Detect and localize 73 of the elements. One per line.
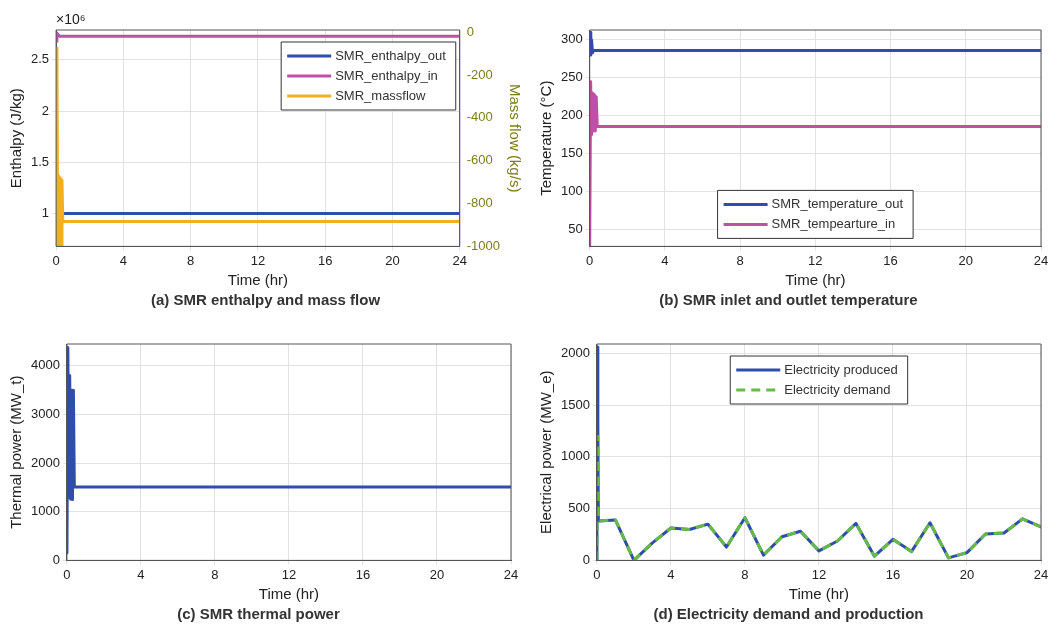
y-tick-label: 1000	[31, 503, 60, 519]
y-tick-label: 4000	[31, 357, 60, 373]
x-tick-label: 16	[883, 252, 898, 268]
y-tick-label: 2000	[31, 454, 60, 470]
y2-tick-label: -800	[466, 195, 493, 211]
y-tick-label: 50	[568, 221, 583, 237]
y-axis-title: Electrical power (MW_e)	[537, 370, 555, 534]
y-tick-label: 300	[560, 31, 583, 47]
x-tick-label: 8	[736, 252, 744, 268]
y-tick-label: 3000	[31, 406, 60, 422]
y2-tick-label: -400	[466, 109, 493, 125]
y2-tick-label: -600	[466, 152, 493, 168]
legend-label: SMR_temperature_out	[771, 195, 904, 211]
x-tick-label: 8	[741, 566, 749, 582]
x-axis-title: Time (hr)	[785, 271, 846, 289]
x-tick-label: 4	[119, 252, 127, 268]
y-tick-label: 500	[568, 500, 590, 516]
y-tick-label: 0	[52, 551, 60, 567]
y2-tick-label: 0	[466, 23, 474, 39]
text: (b) SMR inlet and outlet temperature	[659, 291, 918, 309]
x-tick-label: 12	[811, 566, 827, 582]
x-tick-label: 4	[667, 566, 675, 582]
y-tick-label: 2000	[561, 344, 590, 360]
x-tick-label: 24	[452, 252, 467, 268]
x-tick-label: 0	[593, 566, 601, 582]
text: (a) SMR enthalpy and mass flow	[150, 291, 381, 309]
y-axis-title: Temperature (°C)	[537, 80, 555, 196]
x-tick-label: 16	[355, 566, 371, 582]
x-tick-label: 20	[958, 252, 974, 268]
x-tick-label: 16	[885, 566, 901, 582]
y-tick-label: 1.5	[30, 153, 50, 169]
x-tick-label: 24	[1033, 252, 1049, 268]
x-tick-label: 0	[63, 566, 71, 582]
x-tick-label: 12	[281, 566, 297, 582]
legend-label: SMR_enthalpy_in	[335, 67, 438, 83]
y-tick-label: 0	[582, 551, 590, 567]
x-tick-label: 8	[187, 252, 195, 268]
y2-tick-label: -200	[466, 66, 493, 82]
text: (c) SMR thermal power	[177, 605, 340, 623]
y-tick-label: 2.5	[30, 51, 50, 67]
x-tick-label: 4	[661, 252, 669, 268]
x-axis-title: Time (hr)	[258, 585, 320, 603]
x-tick-label: 20	[429, 566, 445, 582]
legend-label: Electricity produced	[784, 361, 898, 377]
y2-tick-label: -1000	[466, 237, 500, 253]
y-tick-label: 2	[41, 102, 50, 118]
y-tick-label: 1500	[561, 396, 590, 412]
x-tick-label: 16	[317, 252, 333, 268]
x-tick-label: 24	[503, 566, 519, 582]
y-axis-title: Enthalpy (J/kg)	[7, 88, 25, 189]
x-tick-label: 12	[808, 252, 823, 268]
y-tick-label: 1	[41, 205, 50, 221]
y-tick-label: 100	[560, 183, 583, 199]
x-tick-label: 4	[137, 566, 145, 582]
y-tick-label: 150	[560, 145, 583, 161]
text: ×10⁶	[56, 10, 86, 27]
x-axis-title: Time (hr)	[227, 271, 289, 289]
x-tick-label: 24	[1033, 566, 1049, 582]
legend-label: SMR_massflow	[335, 87, 427, 103]
legend-label: Electricity demand	[784, 381, 891, 397]
x-tick-label: 12	[250, 252, 266, 268]
text: (d) Electricity demand and production	[653, 605, 924, 623]
x-axis-title: Time (hr)	[788, 585, 850, 603]
y-axis-title: Thermal power (MW_t)	[7, 375, 25, 529]
legend-label: SMR_tempearture_in	[771, 215, 896, 231]
y-tick-label: 200	[560, 107, 583, 123]
legend-label: SMR_enthalpy_out	[335, 47, 447, 63]
x-tick-label: 20	[959, 566, 975, 582]
y2-axis-title: Mass flow (kg/s)	[506, 84, 524, 193]
x-tick-label: 8	[211, 566, 219, 582]
y-tick-label: 1000	[561, 448, 590, 464]
x-tick-label: 20	[385, 252, 400, 268]
y-tick-label: 250	[560, 69, 583, 85]
